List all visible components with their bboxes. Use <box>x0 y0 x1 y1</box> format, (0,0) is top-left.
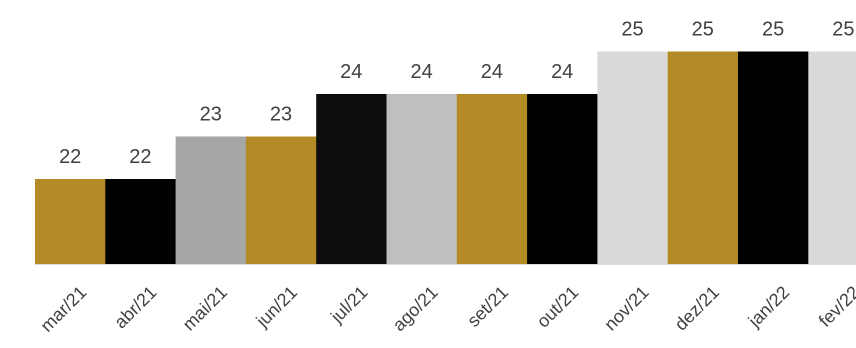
data-label: 24 <box>551 61 573 83</box>
bar-mar-21 <box>35 179 106 264</box>
bar-fev-22 <box>808 51 856 264</box>
bar-nov-21 <box>597 51 669 264</box>
data-label: 23 <box>200 104 222 126</box>
x-tick-label: jul/21 <box>326 282 371 327</box>
x-tick-label: abr/21 <box>110 282 160 332</box>
bar-mai-21 <box>175 136 247 264</box>
bar-out-21 <box>527 94 598 264</box>
x-tick-label: mai/21 <box>179 282 231 334</box>
x-tick-label: ago/21 <box>389 282 442 335</box>
x-tick-label: jan/22 <box>744 282 794 332</box>
x-tick-label: dez/21 <box>671 282 723 334</box>
data-label: 22 <box>129 146 151 168</box>
bar-set-21 <box>456 94 528 264</box>
x-tick-labels-group: mar/21 abr/21 mai/21 jun/21 jul/21 ago/21 set/… <box>37 282 856 336</box>
x-tick-label: out/21 <box>533 282 583 332</box>
x-tick-label: jun/21 <box>252 282 302 332</box>
x-tick-label: set/21 <box>463 282 512 331</box>
data-label: 22 <box>59 146 81 168</box>
x-tick-label: mar/21 <box>37 282 91 336</box>
bar-jul-21 <box>316 94 387 264</box>
x-tick-label: fev/22 <box>815 282 856 331</box>
data-label: 25 <box>762 19 784 41</box>
bar-abr-21 <box>105 179 177 264</box>
bar-ago-21 <box>386 94 458 264</box>
data-label: 24 <box>481 61 503 83</box>
bar-dez-21 <box>667 51 739 264</box>
value-labels-group: 22 22 23 23 24 24 24 24 25 25 25 25 <box>59 19 854 169</box>
bars-group <box>35 51 856 264</box>
data-label: 24 <box>410 61 432 83</box>
data-label: 25 <box>832 19 854 41</box>
data-label: 23 <box>270 104 292 126</box>
data-label: 25 <box>621 19 643 41</box>
data-label: 25 <box>692 19 714 41</box>
bar-jan-22 <box>738 51 809 264</box>
x-tick-label: nov/21 <box>600 282 652 334</box>
data-label: 24 <box>340 61 362 83</box>
bar-jun-21 <box>245 136 317 264</box>
